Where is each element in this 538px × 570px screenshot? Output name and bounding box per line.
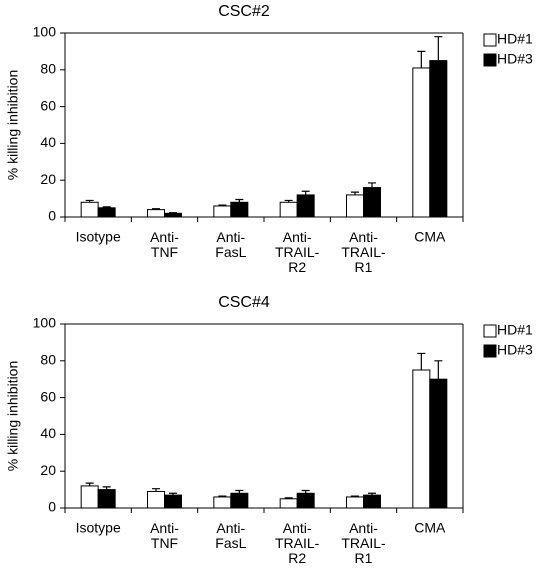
error-bar <box>434 36 443 61</box>
x-tick-label: Anti-TRAIL-R2 <box>275 229 320 275</box>
bar <box>80 201 99 218</box>
error-bar <box>85 199 94 203</box>
error-bar <box>351 191 359 195</box>
x-tick-label: CMA <box>414 520 446 536</box>
error-bar <box>169 492 177 496</box>
bar <box>97 207 116 218</box>
error-bar <box>434 360 443 380</box>
y-tick-label: 20 <box>40 462 56 478</box>
bar <box>230 201 249 218</box>
legend-swatch <box>483 324 497 338</box>
x-tick-label: Anti-TRAIL-R2 <box>275 520 320 566</box>
y-axis-label: % killing inhibition <box>5 361 21 472</box>
bar <box>97 489 116 509</box>
bar <box>296 492 315 509</box>
x-tick-label: Isotype <box>76 520 121 536</box>
bar <box>147 490 165 509</box>
error-bar <box>417 50 426 68</box>
error-bar <box>351 495 359 497</box>
bar <box>164 212 182 218</box>
bar <box>346 194 364 218</box>
bar <box>213 205 232 218</box>
bar <box>412 67 431 218</box>
error-bar <box>85 482 94 486</box>
y-axis-label: % killing inhibition <box>5 70 21 181</box>
y-tick-label: 0 <box>48 499 56 515</box>
error-bar <box>284 199 293 203</box>
x-tick-label: Anti-FasL <box>215 229 246 260</box>
bar <box>213 496 232 509</box>
legend-swatch <box>483 53 497 67</box>
error-bar <box>368 182 376 188</box>
error-bar <box>301 190 310 195</box>
error-bar <box>417 352 426 370</box>
error-bar <box>218 495 227 497</box>
bar <box>363 494 381 509</box>
x-tick-label: Isotype <box>76 229 121 245</box>
legend-swatch <box>483 344 497 358</box>
x-tick-label: CMA <box>414 229 446 245</box>
x-tick-label: Anti-TNF <box>150 229 179 260</box>
bar <box>412 369 431 509</box>
error-bar <box>152 208 160 210</box>
error-bar <box>235 198 244 203</box>
bar <box>164 494 182 509</box>
y-tick-label: 40 <box>40 134 56 150</box>
bar <box>230 492 249 509</box>
bar <box>279 498 298 509</box>
x-tick-label: Anti-TNF <box>150 520 179 551</box>
error-bar <box>284 497 293 499</box>
y-tick-label: 60 <box>40 97 56 113</box>
error-bar <box>235 489 244 494</box>
error-bar <box>102 486 111 490</box>
y-tick-label: 60 <box>40 388 56 404</box>
bar <box>429 378 448 509</box>
error-bar <box>102 206 111 208</box>
error-bar <box>218 204 227 206</box>
y-tick-label: 100 <box>33 24 57 40</box>
legend-swatch <box>483 33 497 47</box>
y-tick-label: 20 <box>40 171 56 187</box>
x-tick-label: Anti-TRAIL-R1 <box>341 520 386 566</box>
legend-label: HD#3 <box>497 342 533 358</box>
bar <box>429 60 448 218</box>
chart-title: CSC#4 <box>218 294 270 311</box>
legend-label: HD#1 <box>497 31 533 47</box>
y-tick-label: 40 <box>40 425 56 441</box>
y-tick-label: 100 <box>33 315 57 331</box>
y-tick-label: 0 <box>48 208 56 224</box>
bar <box>363 187 381 218</box>
y-tick-label: 80 <box>40 352 56 368</box>
bar <box>296 194 315 218</box>
bar <box>80 485 99 509</box>
legend-label: HD#3 <box>497 51 533 67</box>
error-bar <box>368 492 376 496</box>
bar <box>279 201 298 218</box>
error-bar <box>152 488 160 492</box>
y-tick-label: 80 <box>40 61 56 77</box>
chart-title: CSC#2 <box>218 3 270 20</box>
error-bar <box>301 489 310 494</box>
legend-label: HD#1 <box>497 322 533 338</box>
bar <box>147 209 165 218</box>
x-tick-label: Anti-TRAIL-R1 <box>341 229 386 275</box>
bar <box>346 496 364 509</box>
x-tick-label: Anti-FasL <box>215 520 246 551</box>
error-bar <box>169 212 177 214</box>
